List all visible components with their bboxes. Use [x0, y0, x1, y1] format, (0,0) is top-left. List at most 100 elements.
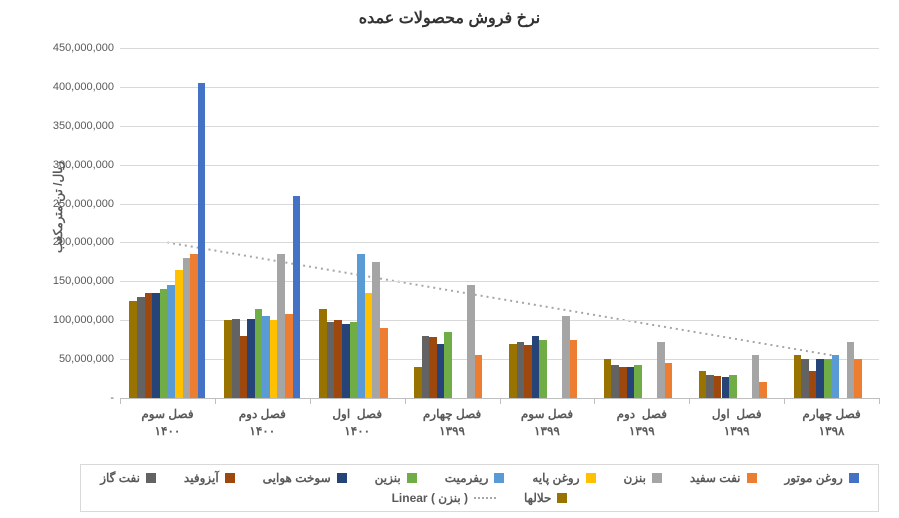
bar [444, 332, 452, 398]
bar [619, 367, 627, 398]
bar [854, 359, 862, 398]
legend-swatch [337, 473, 347, 483]
bar [262, 316, 270, 398]
bar [532, 336, 540, 398]
legend-item: حلالها [524, 491, 567, 505]
legend-label: آیزوفید [184, 471, 219, 485]
x-tick-label: فصل سوم ۱۴۰۰ [141, 406, 193, 440]
legend-item: بنزن [624, 471, 662, 485]
plot-area: -50,000,000100,000,000150,000,000200,000… [120, 48, 879, 398]
bar [380, 328, 388, 398]
bar [167, 285, 175, 398]
bar [240, 336, 248, 398]
bar [759, 382, 767, 398]
legend-label: روغن موتور [785, 471, 843, 485]
bar [342, 324, 350, 398]
bar [570, 340, 578, 398]
bar [467, 285, 475, 398]
legend-label: ریفرمیت [445, 471, 489, 485]
bar [255, 309, 263, 398]
bar [129, 301, 137, 398]
bar [657, 342, 665, 398]
chart-container: نرخ فروش محصولات عمده ریال/ تن-مترمکعب -… [0, 0, 899, 518]
y-tick-label: 250,000,000 [53, 198, 114, 210]
bar [224, 320, 232, 398]
legend-trend-swatch [474, 497, 496, 499]
bar [350, 322, 358, 398]
bar [232, 319, 240, 398]
bar [847, 342, 855, 398]
y-tick-label: 400,000,000 [53, 81, 114, 93]
legend-item: سوخت هوایی [263, 471, 347, 485]
bar [372, 262, 380, 398]
bar [285, 314, 293, 398]
bar [627, 367, 635, 398]
y-tick-label: 350,000,000 [53, 120, 114, 132]
legend-item: ریفرمیت [445, 471, 505, 485]
bar [198, 83, 206, 398]
legend-item: بنزین [375, 471, 417, 485]
x-tick-label: فصل دوم ۱۴۰۰ [239, 406, 286, 440]
bar [722, 377, 730, 398]
bar [152, 293, 160, 398]
bar [604, 359, 612, 398]
bar [247, 319, 255, 398]
legend-swatch [407, 473, 417, 483]
legend-item: روغن پایه [532, 471, 595, 485]
bar [475, 355, 483, 398]
legend-label: نفت سفید [690, 471, 741, 485]
legend-item: نفت گاز [100, 471, 156, 485]
bar [319, 309, 327, 398]
bar [509, 344, 517, 398]
bar [160, 289, 168, 398]
x-tick-label: فصل سوم ۱۳۹۹ [521, 406, 573, 440]
bar [752, 355, 760, 398]
y-tick-label: 300,000,000 [53, 159, 114, 171]
bar [429, 337, 437, 398]
legend-item: روغن موتور [785, 471, 859, 485]
x-tick-label: فصل چهارم ۱۳۹۸ [802, 406, 860, 440]
legend-item: نفت سفید [690, 471, 757, 485]
legend-label: حلالها [524, 491, 551, 505]
bar [293, 196, 301, 398]
bar [277, 254, 285, 398]
bar [365, 293, 373, 398]
bar [334, 320, 342, 398]
bar [714, 376, 722, 398]
chart-title: نرخ فروش محصولات عمده [0, 0, 899, 28]
y-tick-label: 150,000,000 [53, 275, 114, 287]
legend-item-trend: ( بنزن ) Linear [392, 491, 496, 505]
bar [524, 345, 532, 398]
bar [517, 342, 525, 398]
bar [809, 371, 817, 398]
bar [437, 344, 445, 398]
bar [137, 297, 145, 398]
legend-label: ( بنزن ) Linear [392, 491, 468, 505]
legend-swatch [225, 473, 235, 483]
x-tick-label: فصل دوم ۱۳۹۹ [617, 406, 667, 440]
x-tick-label: فصل چهارم ۱۳۹۹ [423, 406, 481, 440]
bar [634, 365, 642, 398]
bar [832, 355, 840, 398]
legend-swatch [849, 473, 859, 483]
bar [729, 375, 737, 398]
bar [801, 359, 809, 398]
bar [422, 336, 430, 398]
bar [706, 375, 714, 398]
bar [270, 320, 278, 398]
legend-label: سوخت هوایی [263, 471, 331, 485]
bar [190, 254, 198, 398]
bar [327, 322, 335, 398]
bar [539, 340, 547, 398]
legend: روغن موتور نفت سفید بنزن روغن پایه ریفرمیت بن… [80, 464, 879, 512]
bar [175, 270, 183, 398]
y-tick-label: 50,000,000 [59, 353, 114, 365]
legend-label: نفت گاز [100, 471, 140, 485]
bar [562, 316, 570, 398]
y-tick-label: - [110, 392, 114, 404]
legend-swatch [586, 473, 596, 483]
bar [183, 258, 191, 398]
bar [699, 371, 707, 398]
legend-swatch [747, 473, 757, 483]
legend-label: بنزین [375, 471, 401, 485]
